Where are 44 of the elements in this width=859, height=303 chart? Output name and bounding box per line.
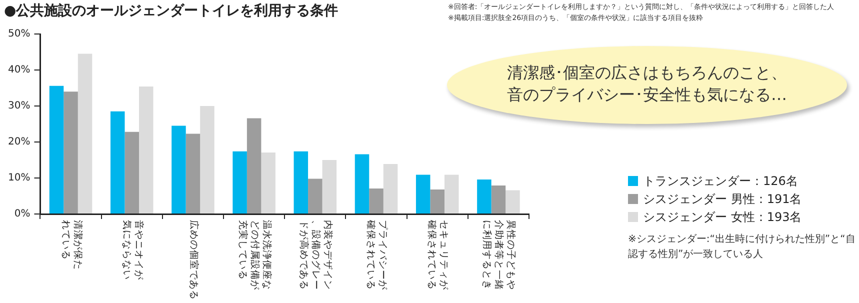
bar	[172, 126, 186, 214]
bar	[294, 151, 308, 214]
bar	[308, 178, 322, 214]
bar	[139, 86, 154, 214]
x-tick-label: プライバシーが確保されている	[364, 220, 388, 290]
bar	[354, 154, 370, 214]
legend-label: トランスジェンダー：126名	[643, 172, 798, 190]
y-tick-label: 50%	[8, 28, 30, 40]
bar	[200, 106, 214, 214]
bar	[416, 174, 430, 214]
text: ※シスジェンダー:“出生時に付けられた性別”と“自認する性別”が一致している人	[628, 232, 856, 262]
y-tick-label: 20%	[8, 136, 30, 148]
bar	[444, 174, 459, 214]
x-tick-label: 音やニオイが気にならない	[120, 220, 144, 280]
annotation: 清潔感･個室の広さはもちろんのこと、音のプライバシー･安全性も気になる…	[506, 62, 788, 106]
bar	[124, 132, 139, 214]
bar	[491, 186, 506, 214]
legend-label: シスジェンダー 男性：191名	[643, 190, 802, 208]
bar	[322, 160, 337, 214]
bar	[232, 151, 247, 214]
bar	[430, 190, 444, 214]
x-tick-label: 広めの個室である	[186, 220, 199, 300]
x-tick-label: 清潔が保たれている	[58, 220, 83, 270]
x-tick-label: 異性の子どもや介助者等と一緒に利用するとき	[480, 220, 516, 290]
bar	[49, 86, 64, 214]
bar	[110, 111, 125, 214]
y-tick-label: 0%	[14, 208, 30, 220]
bar	[64, 92, 78, 214]
bar	[477, 179, 492, 214]
bar	[186, 134, 200, 214]
x-tick-label: セキュリティが確保されている	[425, 220, 450, 290]
y-tick-label: 40%	[8, 64, 30, 76]
legend-label: シスジェンダー 女性：193名	[643, 208, 802, 226]
x-tick-label: 温水洗浄便座などの付属設備が充実している	[236, 220, 272, 290]
bar	[383, 164, 398, 214]
bar	[261, 152, 276, 214]
bar	[506, 190, 520, 214]
bar	[78, 54, 92, 214]
bar	[369, 188, 384, 214]
bar	[246, 118, 262, 214]
y-tick-label: 30%	[8, 100, 30, 112]
x-tick-label: 内装やデザイン、設備のグレードが高めである	[297, 220, 334, 290]
chart-title: ●公共施設のオールジェンダートイレを利用する条件	[4, 2, 338, 20]
y-tick-label: 10%	[8, 172, 30, 184]
